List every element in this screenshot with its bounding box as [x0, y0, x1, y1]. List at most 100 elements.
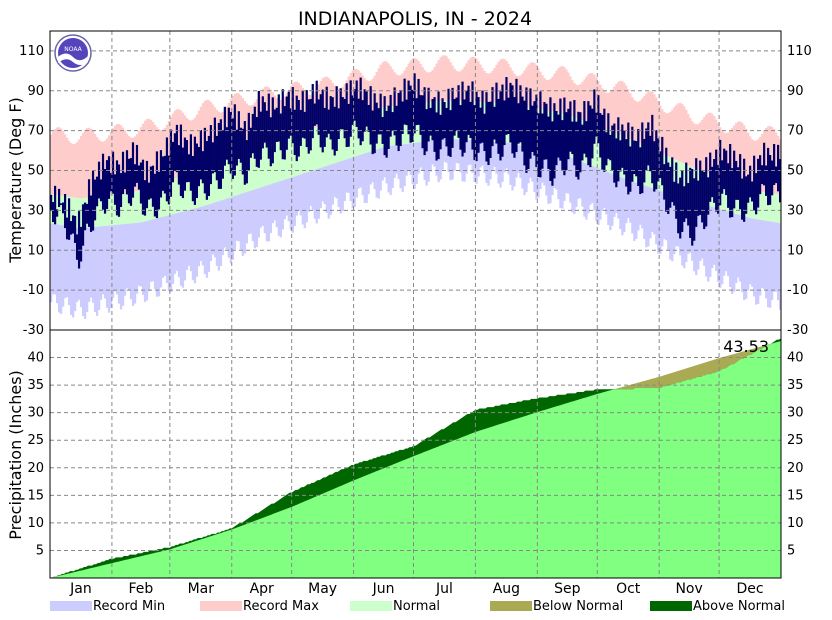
normal-bar	[327, 123, 330, 166]
record-min-bar	[431, 140, 434, 165]
normal-bar	[177, 177, 181, 213]
normal-bar	[759, 191, 762, 220]
observed-temperature-bar	[449, 110, 452, 157]
observed-temperature-bar	[521, 96, 524, 152]
observed-temperature-bar	[429, 107, 432, 136]
observed-temperature-bar	[331, 97, 334, 150]
record-max-bar	[549, 79, 552, 112]
record-max-bar	[147, 118, 151, 188]
observed-temperature-bar	[295, 95, 298, 162]
observed-temperature-bar	[97, 161, 101, 199]
observed-temperature-bar	[93, 179, 97, 221]
record-min-bar	[765, 220, 768, 299]
observed-temperature-bar	[89, 195, 93, 232]
normal-bar	[337, 120, 340, 162]
observed-temperature-bar	[103, 169, 107, 214]
observed-temperature-bar	[457, 85, 460, 138]
record-max-bar	[269, 89, 272, 143]
precipitation-tick-label-right: 30	[787, 406, 804, 421]
record-min-bar	[569, 157, 572, 203]
observed-temperature-bar	[495, 82, 498, 144]
record-min-bar	[185, 210, 189, 270]
observed-temperature-bar	[483, 113, 486, 152]
record-max-bar	[609, 91, 612, 132]
record-min-bar	[223, 199, 227, 248]
record-min-bar	[247, 191, 251, 235]
record-max-bar	[449, 62, 452, 101]
observed-temperature-bar	[187, 154, 191, 183]
observed-temperature-bar	[691, 168, 694, 246]
observed-temperature-bar	[185, 139, 189, 183]
observed-temperature-bar	[153, 173, 157, 217]
month-tick-label: Aug	[493, 581, 520, 597]
record-min-bar	[499, 142, 502, 188]
normal-bar	[287, 136, 290, 179]
record-min-bar	[281, 180, 284, 230]
normal-bar	[73, 197, 77, 228]
normal-bar	[59, 195, 63, 226]
normal-bar	[315, 127, 318, 170]
observed-temperature-bar	[69, 221, 73, 235]
normal-bar	[353, 115, 356, 157]
observed-temperature-bar	[55, 209, 59, 217]
record-min-bar	[347, 158, 350, 193]
observed-temperature-bar	[419, 95, 422, 135]
record-max-bar	[569, 76, 572, 116]
normal-bar	[647, 147, 650, 187]
record-min-bar	[655, 189, 658, 245]
record-max-bar	[87, 127, 91, 198]
observed-temperature-bar	[303, 111, 306, 139]
observed-temperature-bar	[491, 87, 494, 147]
record-min-bar	[455, 139, 458, 163]
record-max-bar	[479, 64, 482, 102]
record-min-bar	[417, 142, 420, 174]
record-min-bar	[719, 209, 722, 288]
observed-temperature-bar	[173, 133, 177, 171]
record-max-bar	[615, 83, 618, 134]
record-max-bar	[293, 81, 296, 135]
record-min-bar	[699, 203, 702, 261]
temperature-tick-label-right: 50	[787, 164, 804, 179]
record-min-bar	[459, 139, 462, 173]
observed-temperature-bar	[707, 177, 710, 215]
observed-temperature-bar	[435, 112, 438, 161]
observed-temperature-bar	[179, 124, 183, 197]
record-min-bar	[181, 211, 185, 288]
normal-bar	[173, 178, 177, 214]
record-max-bar	[751, 139, 754, 191]
observed-temperature-bar	[621, 124, 624, 168]
record-min-bar	[355, 156, 358, 198]
record-max-bar	[63, 134, 67, 197]
observed-temperature-bar	[67, 198, 71, 240]
record-max-bar	[717, 123, 720, 178]
observed-temperature-bar	[523, 100, 526, 166]
record-min-bar	[159, 217, 163, 288]
observed-temperature-bar	[413, 73, 416, 134]
record-min-bar	[721, 209, 724, 285]
record-min-bar	[157, 217, 161, 297]
record-max-bar	[79, 136, 83, 199]
record-min-bar	[717, 208, 720, 282]
record-max-bar	[323, 76, 326, 125]
record-min-bar	[227, 197, 231, 258]
record-min-bar	[349, 158, 352, 202]
observed-temperature-bar	[155, 151, 159, 219]
record-max-bar	[591, 73, 594, 125]
record-max-bar	[499, 59, 502, 103]
record-max-bar	[513, 73, 516, 105]
temperature-tick-label-left: 90	[27, 84, 44, 99]
record-max-bar	[507, 63, 510, 103]
observed-temperature-bar	[681, 170, 684, 232]
observed-temperature-bar	[335, 86, 338, 152]
record-max-bar	[395, 74, 398, 106]
record-min-bar	[235, 195, 239, 241]
record-min-bar	[767, 221, 770, 308]
record-min-bar	[733, 213, 736, 292]
observed-temperature-bar	[771, 160, 774, 196]
record-max-bar	[137, 130, 141, 191]
observed-temperature-bars	[50, 73, 782, 269]
observed-temperature-bar	[513, 97, 516, 158]
normal-bar	[261, 145, 265, 187]
record-min-bar	[239, 193, 243, 250]
normal-bar	[771, 193, 774, 222]
